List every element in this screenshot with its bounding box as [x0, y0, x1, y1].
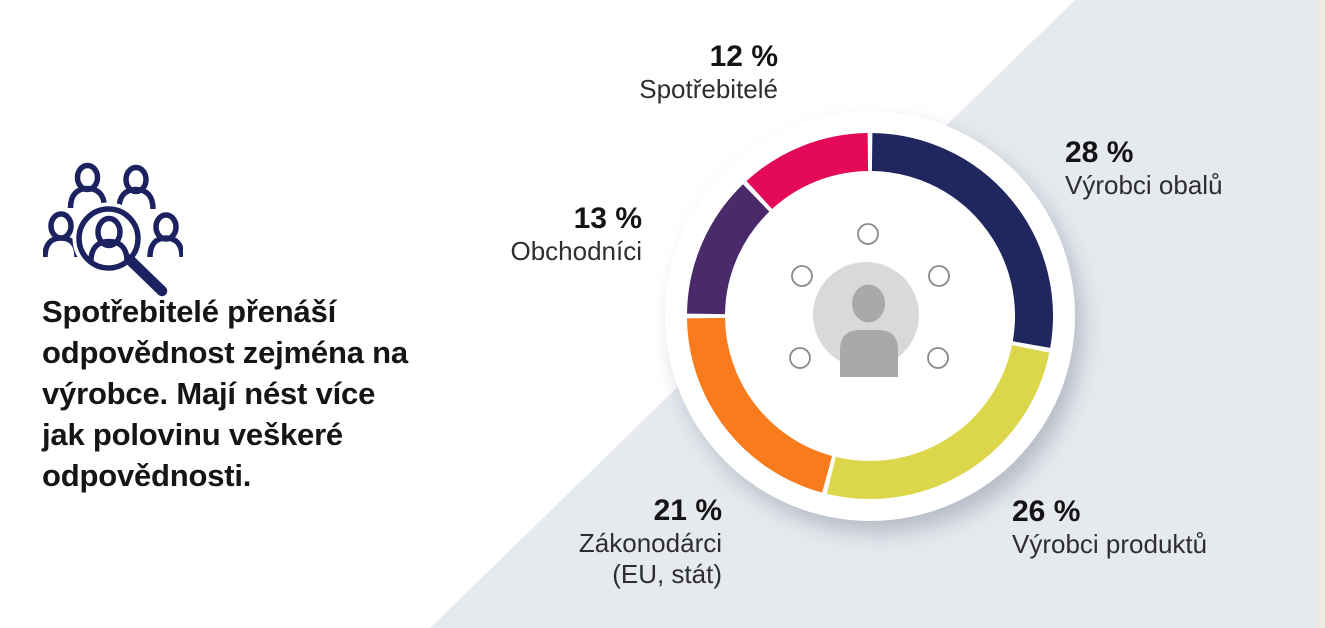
avatar-body — [840, 330, 898, 377]
avatar-head — [852, 284, 885, 323]
callout-spotrebitele: 12 % Spotřebitelé — [639, 40, 778, 105]
donut-segment-vyrobci-produktu — [826, 344, 1050, 499]
magnifier-lens — [76, 206, 141, 271]
donut-segment-spotrebitele — [746, 133, 869, 210]
person-outline-center — [88, 215, 130, 262]
callout-name: Obchodníci — [510, 236, 642, 266]
callout-name: Zákonodárci — [578, 528, 722, 558]
callout-obchodnici: 13 % Obchodníci — [510, 202, 642, 267]
person-outline-top-right — [116, 164, 156, 210]
callout-name: Spotřebitelé — [639, 74, 778, 104]
person-avatar-icon — [813, 262, 919, 377]
callout-name-line2: (EU, stát) — [612, 559, 722, 589]
callout-zakonodarci: 21 % Zákonodárci (EU, stát) — [579, 494, 722, 590]
callout-name: Výrobci produktů — [1012, 529, 1208, 559]
callout-vyrobci-produktu: 26 % Výrobci produktů — [1012, 495, 1207, 560]
people-magnifier-icon — [43, 162, 183, 300]
callout-percent: 21 % — [653, 494, 722, 527]
callout-name: Výrobci obalů — [1065, 170, 1223, 200]
donut-chart — [687, 133, 1053, 499]
right-edge-strip — [1317, 0, 1325, 628]
callout-percent: 28 % — [1065, 136, 1134, 169]
orbit-dot-icon — [928, 265, 950, 287]
orbit-dot-icon — [927, 347, 949, 369]
callout-percent: 12 % — [709, 40, 778, 73]
headline: Spotřebitelé přenáší odpovědnost zejména… — [42, 294, 408, 493]
donut-segment-obchodnici — [687, 184, 770, 315]
callout-vyrobci-obalu: 28 % Výrobci obalů — [1065, 136, 1223, 201]
callout-percent: 26 % — [1012, 495, 1081, 528]
donut-ring — [687, 133, 1053, 499]
person-outline-right — [147, 212, 183, 258]
callout-percent: 13 % — [573, 202, 642, 235]
person-outline-left — [43, 211, 80, 258]
orbit-dot-icon — [791, 265, 813, 287]
person-outline-top-left — [67, 162, 108, 209]
magnifier-handle — [124, 254, 168, 297]
donut-segment-zakonodarci — [687, 317, 833, 493]
orbit-dot-icon — [789, 347, 811, 369]
donut-segment-vyrobci-obalu — [871, 133, 1053, 348]
orbit-dot-icon — [857, 223, 879, 245]
orbit-dots — [789, 223, 950, 369]
